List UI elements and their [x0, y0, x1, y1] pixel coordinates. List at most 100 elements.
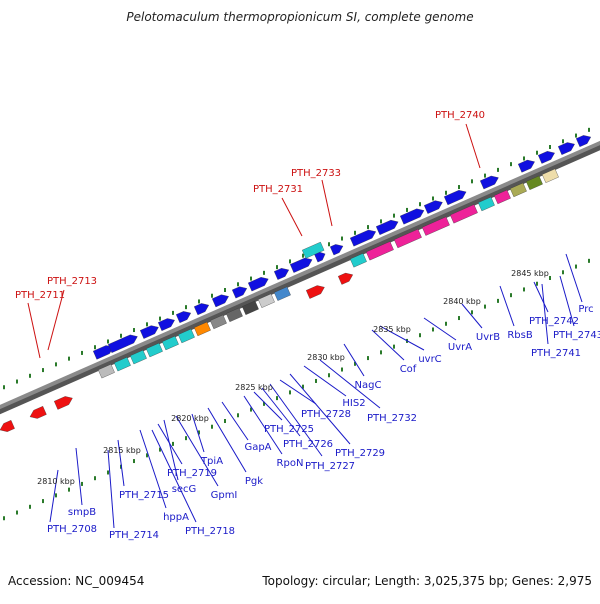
forward-gene-10 — [273, 268, 290, 280]
forward-gene-8 — [231, 286, 248, 299]
bottom-label-cof-leader — [371, 329, 405, 361]
bottom-label-pth_2719: PTH_2719 — [167, 468, 217, 479]
top-label-pth_2713-leader — [47, 289, 65, 351]
function-gene-1 — [97, 364, 115, 379]
bottom-label-tpia: TpiA — [200, 456, 223, 467]
forward-gene-15 — [375, 219, 399, 235]
bottom-label-pth_2708: PTH_2708 — [47, 524, 97, 535]
forward-gene-14 — [349, 229, 377, 247]
top-label-pth_2733-leader — [321, 179, 333, 227]
bottom-label-pth_2726-leader — [261, 387, 301, 437]
accession-text: Accession: NC_009454 — [8, 574, 145, 588]
function-gene-10 — [241, 300, 259, 315]
forward-gene-7 — [211, 294, 229, 308]
bottom-label-pth_2727-leader — [269, 383, 323, 457]
backbone-shadow — [0, 143, 600, 415]
function-gene-13 — [349, 253, 367, 268]
function-gene-19 — [493, 189, 511, 205]
forward-gene-4 — [157, 318, 175, 331]
bottom-label-pth_2732-leader — [319, 359, 381, 409]
function-gene-6 — [177, 328, 195, 344]
bottom-label-uvrc: uvrC — [418, 354, 441, 365]
bottom-label-gpmi: GpmI — [211, 490, 238, 501]
bottom-label-pth_2715-leader — [117, 439, 125, 487]
bottom-label-nagc: NagC — [355, 380, 382, 391]
bottom-label-uvrb: UvrB — [476, 332, 500, 343]
forward-gene-5 — [175, 311, 192, 323]
bottom-label-rbsb-leader — [499, 285, 515, 327]
bottom-label-pth_2742: PTH_2742 — [529, 316, 579, 327]
top-label-pth_2740: PTH_2740 — [435, 110, 485, 121]
bottom-label-hppa-leader — [139, 429, 167, 509]
scale-label: 2810 kbp — [37, 477, 75, 486]
function-gene-22 — [541, 168, 559, 183]
bottom-label-pth_2726: PTH_2726 — [283, 439, 333, 450]
forward-gene-18 — [443, 190, 467, 206]
bottom-label-pth_2727: PTH_2727 — [305, 461, 355, 472]
bottom-label-smpb: smpB — [68, 507, 96, 518]
bottom-label-prc-leader — [565, 253, 583, 303]
top-label-pth_2711-leader — [27, 302, 41, 359]
forward-gene-13 — [329, 244, 344, 256]
forward-gene-11 — [289, 257, 313, 273]
bottom-label-cof: Cof — [400, 364, 417, 375]
bottom-label-his2-leader — [303, 365, 347, 397]
topology-text: Topology: circular; Length: 3,025,375 bp… — [262, 574, 592, 588]
function-gene-21 — [525, 175, 543, 190]
leader-lines — [27, 123, 583, 529]
bottom-label-pth_2742-leader — [533, 281, 549, 313]
bottom-label-pth_2728: PTH_2728 — [301, 409, 351, 420]
function-gene-16 — [421, 216, 450, 236]
function-gene-3 — [129, 349, 147, 365]
bottom-label-pgk-leader — [207, 407, 247, 473]
bottom-label-gapa: GapA — [244, 442, 271, 453]
bottom-label-rpon-leader — [243, 395, 283, 455]
forward-gene-2 — [107, 334, 138, 353]
bottom-label-pgk: Pgk — [245, 476, 263, 487]
bottom-label-secg: secG — [172, 484, 197, 495]
top-label-pth_2711: PTH_2711 — [15, 290, 65, 301]
tick-rows — [3, 127, 590, 521]
scale-label: 2840 kbp — [443, 297, 481, 306]
reverse-gene-5 — [337, 272, 354, 285]
forward-gene-22 — [557, 142, 575, 155]
bottom-label-pth_2718-leader — [151, 429, 197, 523]
bottom-label-his2: HIS2 — [342, 398, 365, 409]
bottom-label-rbsb: RbsB — [507, 330, 533, 341]
top-label-pth_2733: PTH_2733 — [291, 168, 341, 179]
bottom-label-rpon: RpoN — [277, 458, 304, 469]
bottom-label-prc: Prc — [578, 304, 593, 315]
bottom-label-pth_2718: PTH_2718 — [185, 526, 235, 537]
bottom-label-pth_2725: PTH_2725 — [264, 424, 314, 435]
scale-label: 2830 kbp — [307, 353, 345, 362]
backbone-track — [0, 140, 600, 415]
forward-gene-20 — [517, 159, 535, 173]
top-label-pth_2731: PTH_2731 — [253, 184, 303, 195]
backbone-line — [0, 140, 600, 410]
bottom-label-pth_2743: PTH_2743 — [553, 330, 600, 341]
top-label-pth_2713: PTH_2713 — [47, 276, 97, 287]
bottom-label-uvrb-leader — [461, 303, 483, 329]
bottom-label-pth_2743-leader — [559, 275, 575, 327]
bottom-label-pth_2732: PTH_2732 — [367, 413, 417, 424]
top-label-pth_2740-leader — [465, 123, 481, 169]
scale-label: 2835 kbp — [373, 325, 411, 334]
scale-label: 2845 kbp — [511, 269, 549, 278]
bottom-label-pth_2729-leader — [289, 373, 351, 445]
function-gene-11 — [257, 293, 275, 308]
function-gene-8 — [209, 314, 227, 330]
bottom-label-uvra: UvrA — [448, 342, 472, 353]
bottom-label-pth_2715: PTH_2715 — [119, 490, 169, 501]
bottom-label-pth_2728-leader — [279, 379, 317, 405]
bottom-label-hppa: hppA — [163, 512, 189, 523]
map-title: Pelotomaculum thermopropionicum SI, comp… — [126, 10, 474, 24]
function-gene-7 — [193, 321, 211, 337]
function-gene-15 — [393, 228, 422, 249]
function-gene-9 — [225, 307, 243, 322]
bottom-label-nagc-leader — [343, 343, 365, 377]
scale-label: 2815 kbp — [103, 446, 141, 455]
function-gene-18 — [477, 196, 495, 212]
bottom-label-gpmi-leader — [175, 415, 219, 487]
